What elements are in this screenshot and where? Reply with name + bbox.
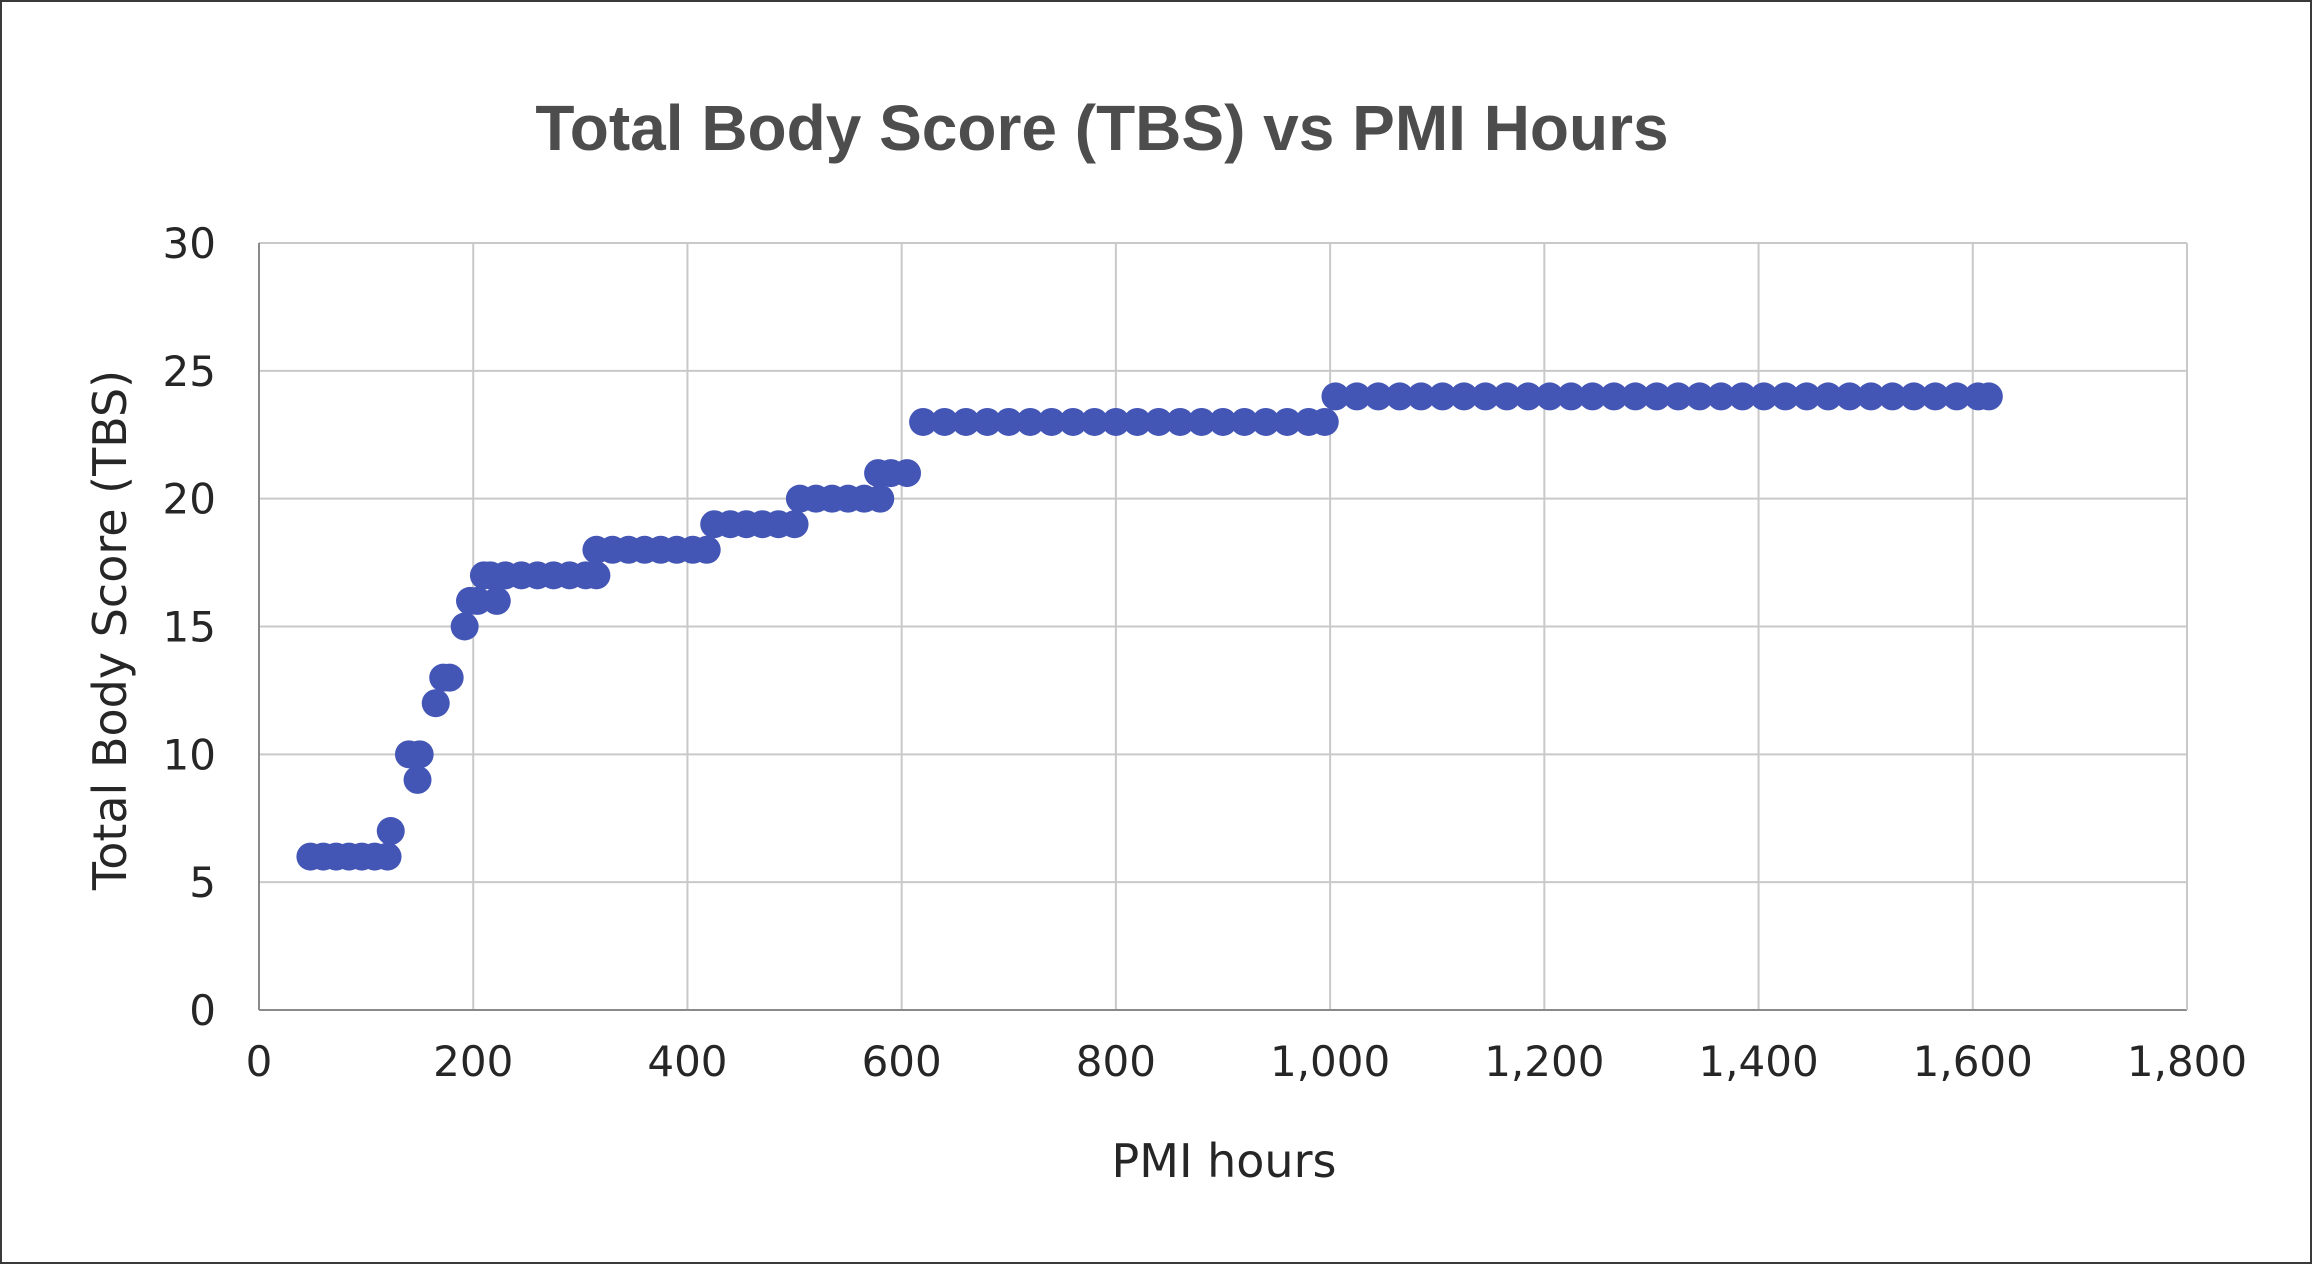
data-point [1123,407,1152,436]
data-point [1642,382,1671,411]
data-point [1835,382,1864,411]
data-point [376,817,405,846]
data-point [1080,407,1109,436]
data-point [482,586,511,615]
data-point [1101,407,1130,436]
data-point [1166,407,1195,436]
y-tick-label: 10 [163,730,216,779]
data-point [1385,382,1414,411]
y-tick-label: 5 [189,858,216,907]
data-point [1273,407,1302,436]
data-point [1310,407,1339,436]
data-point [1514,382,1543,411]
y-tick-label: 0 [189,986,216,1035]
x-tick-label: 1,800 [2127,1037,2247,1086]
data-point [1342,382,1371,411]
data-point [909,407,938,436]
x-tick-label: 1,600 [1913,1037,2033,1086]
data-point [450,612,479,641]
data-point [780,510,809,539]
data-point [692,535,721,564]
data-point [435,663,464,692]
data-point [1428,382,1457,411]
data-point [1728,382,1757,411]
data-point [1974,382,2003,411]
data-point [1942,382,1971,411]
axes [258,243,2188,1011]
data-point [1059,407,1088,436]
data-point [1599,382,1628,411]
data-point [373,842,402,871]
data-point [1578,382,1607,411]
x-tick-label: 600 [862,1037,942,1086]
y-tick-label: 25 [163,347,216,396]
data-point [1230,407,1259,436]
data-point [403,765,432,794]
data-point [1707,382,1736,411]
grid-lines [258,242,2188,1011]
data-point [1144,407,1173,436]
y-axis-ticks: 0 5 10 15 20 25 30 [163,219,216,1035]
data-point [1492,382,1521,411]
data-point [1921,382,1950,411]
data-point [930,407,959,436]
x-tick-label: 1,400 [1698,1037,1818,1086]
data-point [1685,382,1714,411]
x-tick-label: 200 [433,1037,513,1086]
x-tick-label: 1,000 [1270,1037,1390,1086]
data-point [1771,382,1800,411]
data-point [1557,382,1586,411]
y-tick-label: 30 [163,219,216,268]
data-point [1664,382,1693,411]
data-point [1407,382,1436,411]
data-point [994,407,1023,436]
data-point [1814,382,1843,411]
data-points [296,382,2003,871]
data-point [1857,382,1886,411]
data-point [463,586,492,615]
data-point [1321,382,1350,411]
data-point [1471,382,1500,411]
data-point [1899,382,1928,411]
data-point [1792,382,1821,411]
data-point [1037,407,1066,436]
data-point [973,407,1002,436]
data-point [1535,382,1564,411]
x-tick-label: 0 [246,1037,273,1086]
data-point [866,484,895,513]
x-axis-label: PMI hours [1112,1134,1337,1188]
data-point [1364,382,1393,411]
data-point [1621,382,1650,411]
data-point [1749,382,1778,411]
x-tick-label: 800 [1076,1037,1156,1086]
x-axis-ticks: 0 200 400 600 800 1,000 1,200 1,400 1,600 1,800 [246,1037,2247,1086]
data-point [893,459,922,488]
data-point [421,689,450,718]
x-tick-label: 1,200 [1484,1037,1604,1086]
data-point [582,561,611,590]
data-point [1878,382,1907,411]
y-axis-label: Total Body Score (TBS) [83,370,137,891]
data-point [1251,407,1280,436]
y-tick-label: 15 [163,603,216,652]
chart-title: Total Body Score (TBS) vs PMI Hours [535,92,1668,164]
data-point [951,407,980,436]
data-point [1209,407,1237,436]
data-point [1450,382,1478,411]
y-tick-label: 20 [163,475,216,524]
x-tick-label: 400 [647,1037,727,1086]
data-point [405,740,434,769]
data-point [1187,407,1216,436]
data-point [1016,407,1045,436]
